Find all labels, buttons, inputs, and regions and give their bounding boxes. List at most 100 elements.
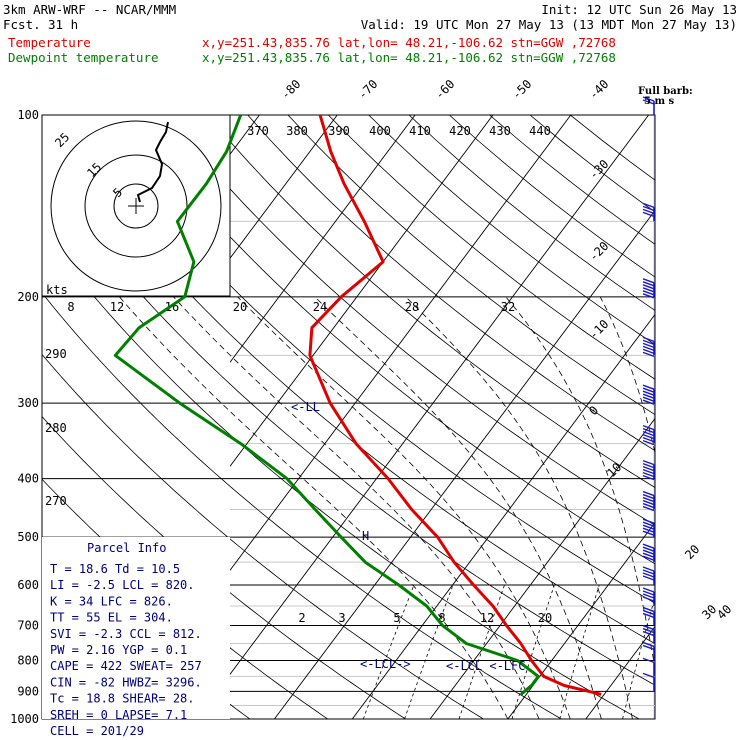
isotherm-line: [585, 625, 655, 719]
hodograph-ring: [84, 154, 188, 258]
isotherm-label: -20: [586, 239, 611, 264]
wind-speed-tick: 8: [67, 300, 74, 314]
wind-barb-flag: [642, 657, 655, 664]
parcel-info-row: K = 34 LFC = 826.: [50, 594, 173, 608]
parcel-info-row: CAPE = 422 SWEAT= 257: [50, 659, 202, 673]
wind-barb-flag: [642, 644, 655, 651]
wind-barb-flag: [642, 348, 655, 355]
wind-barb-flag: [642, 641, 655, 648]
wind-speed-tick: 20: [233, 300, 247, 314]
hodograph-trace: [136, 121, 169, 203]
wind-barb-flag: [642, 672, 655, 679]
dry-adiabat-line: [529, 115, 655, 213]
wind-barb: [642, 336, 655, 358]
isotherm-label: 40: [714, 602, 734, 622]
mixing-ratio-label: 8: [438, 611, 445, 625]
dewpoint-line: [113, 115, 540, 696]
pressure-tick-label: 200: [17, 290, 39, 304]
pressure-tick-label: 900: [17, 684, 39, 698]
parcel-info-row: Tc = 18.8 SHEAR= 28.: [50, 692, 195, 706]
dry-adiabat-line: [86, 115, 655, 604]
mixing-ratio-label: 3: [338, 611, 345, 625]
wind-barb-flag: [642, 387, 655, 393]
dry-adiabat-line: [408, 115, 655, 311]
dry-adiabat-line: [126, 115, 655, 565]
moist-adiabat-line: [119, 296, 509, 719]
level-markers: <-LL <-LCL-> <-LCL <-LFC H: [291, 400, 525, 673]
wind-barb-flag: [642, 505, 655, 512]
wind-barb-flag: [642, 293, 655, 299]
pressure-tick-label: 800: [17, 653, 39, 667]
wind-barb-flag: [642, 436, 655, 443]
dry-adiabat-line: [42, 353, 484, 719]
lcl-marker-upper: <-LL: [291, 400, 320, 414]
wind-barb: [642, 624, 655, 644]
wind-barb-flag: [642, 552, 655, 558]
dry-adiabats: 370 380 390 400 410 420 430 440 290 280 270: [42, 115, 655, 719]
wind-barb: [642, 641, 655, 661]
wind-barb: [642, 202, 655, 222]
wind-barb: [642, 566, 655, 586]
wind-barb-flag: [642, 202, 655, 209]
wind-barb-flag: [642, 499, 655, 506]
barb-legend-title: Full barb:: [638, 86, 693, 97]
wind-barb-flag: [642, 596, 655, 602]
el-marker: H: [362, 529, 369, 543]
temperature-line: [308, 115, 602, 696]
forecast-hours: 31 h: [48, 17, 78, 32]
pressure-tick-label: 1000: [10, 712, 39, 726]
theta-label: 440: [529, 124, 551, 138]
isotherm-line: [429, 417, 655, 719]
dry-adiabat-line: [489, 115, 655, 245]
wind-barb-flag: [642, 284, 655, 290]
wind-barb-flag: [642, 211, 655, 218]
wind-barb-flag: [642, 390, 655, 396]
wind-barb-flag: [642, 208, 655, 215]
wind-barb-flag: [642, 430, 655, 437]
parcel-info-row: SREH = 0 LAPSE= 7.1: [50, 708, 187, 722]
wind-barb-flag: [642, 339, 655, 346]
isotherm-line: [230, 115, 572, 572]
temperature-legend-label: Temperature: [8, 35, 91, 50]
wind-barb-flag: [642, 587, 655, 593]
wind-barb-flag: [642, 549, 655, 555]
wind-barb: [642, 518, 655, 538]
wind-barb-flag: [642, 575, 655, 581]
isotherm-label: 20: [682, 542, 702, 562]
wind-barb: [642, 424, 655, 446]
wind-barb-flag: [642, 384, 655, 390]
mixing-ratio-line: [511, 584, 555, 719]
moist-adiabat-line: [314, 296, 602, 719]
valid-time: Valid: 19 UTC Mon 27 May 13 (13 MDT Mon …: [361, 17, 737, 32]
forecast-label: Fcst.: [3, 17, 41, 32]
hodograph-ring: [113, 183, 159, 229]
theta-label: 370: [247, 124, 269, 138]
isotherm-line: [230, 115, 416, 364]
wind-barb-flag: [642, 569, 655, 575]
wind-barb-flag: [642, 527, 655, 533]
theta-label: 290: [45, 347, 67, 361]
isotherm-label: -60: [432, 77, 457, 102]
wind-barb-flag: [642, 630, 655, 637]
dry-adiabat-line: [247, 115, 655, 452]
wind-barb-flag: [642, 627, 655, 634]
mixing-ratio-label: 20: [538, 611, 552, 625]
theta-label: 420: [449, 124, 471, 138]
mixing-ratio-line: [362, 584, 415, 719]
wind-speed-tick: 32: [501, 300, 515, 314]
wind-barb: [642, 672, 655, 692]
isotherm-line: [230, 115, 338, 260]
moist-adiabat-line: [173, 296, 540, 719]
wind-barb-flag: [642, 205, 655, 212]
dry-adiabat-line: [287, 115, 655, 416]
wind-barb: [642, 657, 655, 677]
parcel-info-row: SVI = -2.3 CCL = 812.: [50, 627, 202, 641]
wind-speed-tick: 12: [110, 300, 124, 314]
wind-barb-flag: [642, 465, 655, 472]
sounding-profiles: [113, 115, 602, 696]
parcel-info-row: CIN = -82 HWBZ= 3296.: [50, 675, 202, 689]
isotherm-line: [274, 209, 655, 719]
wind-barb-flag: [642, 433, 655, 440]
